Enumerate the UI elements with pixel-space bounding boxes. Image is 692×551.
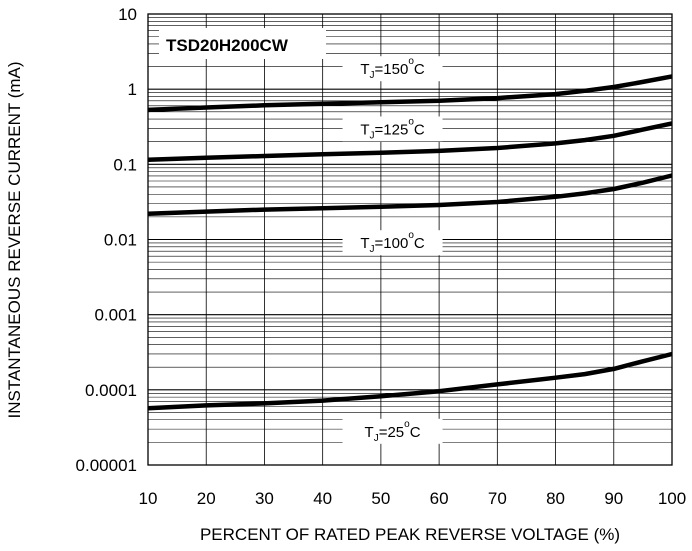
y-tick-label: 0.01: [104, 231, 137, 250]
curve-label: TJ=100oC: [360, 230, 425, 255]
curve-label-part: T: [360, 121, 369, 138]
curves: [147, 74, 673, 411]
x-tick-label: 100: [658, 489, 686, 508]
curve-label-part: T: [365, 424, 374, 441]
curve-label: TJ=125oC: [360, 116, 425, 141]
curve-label-part: o: [408, 230, 414, 241]
part-number-label: TSD20H200CW: [166, 36, 289, 55]
curve-label-part: J: [370, 70, 375, 81]
curve-label-part: =125: [375, 121, 409, 138]
y-tick-label: 0.1: [113, 155, 137, 174]
curve-label-part: o: [408, 56, 414, 67]
x-tick-label: 60: [430, 489, 449, 508]
curve-label-background: [342, 230, 443, 256]
y-tick-label: 0.0001: [85, 381, 137, 400]
curve-label-part: T: [360, 61, 369, 78]
y-tick-labels: 0.00001 0.0001 0.001 0.01 0.1 1 10: [76, 5, 137, 475]
x-tick-label: 30: [255, 489, 274, 508]
curve-label-part: J: [374, 433, 379, 444]
x-tick-label: 40: [313, 489, 332, 508]
x-axis-title: PERCENT OF RATED PEAK REVERSE VOLTAGE (%…: [200, 525, 620, 544]
y-tick-label: 10: [118, 5, 137, 24]
series-line: [147, 121, 673, 163]
curve-label-part: T: [360, 235, 369, 252]
x-tick-label: 20: [197, 489, 216, 508]
curve-label-part: J: [370, 244, 375, 255]
curve-label-part: C: [414, 61, 425, 78]
curve-label-part: C: [410, 424, 421, 441]
x-tick-label: 70: [488, 489, 507, 508]
curve-label-background: [342, 116, 443, 142]
curve-label: TJ=25oC: [365, 419, 421, 444]
series-line: [147, 351, 673, 411]
y-tick-label: 0.00001: [76, 456, 137, 475]
curve-label-background: [342, 418, 443, 444]
x-tick-label: 50: [371, 489, 390, 508]
curve-label: TJ=150oC: [360, 56, 425, 81]
x-tick-labels: 10 20 30 40 50 60 70 80 90 100: [139, 489, 687, 508]
curve-label-part: C: [414, 121, 425, 138]
part-label-box: TSD20H200CW: [159, 28, 326, 59]
x-tick-label: 90: [604, 489, 623, 508]
series-line: [147, 74, 673, 113]
y-axis-title: INSTANTANEOUS REVERSE CURRENT (mA): [5, 61, 24, 418]
y-tick-label: 1: [128, 80, 137, 99]
curve-label-part: =150: [375, 61, 409, 78]
curve-label-background: [342, 56, 443, 82]
series-line: [147, 173, 673, 217]
plot-frame: [147, 13, 673, 466]
curve-label-part: =25: [379, 424, 404, 441]
curve-label-part: C: [414, 235, 425, 252]
curve-label-part: o: [404, 419, 410, 430]
x-tick-label: 80: [546, 489, 565, 508]
curve-label-part: =100: [375, 235, 409, 252]
y-tick-label: 0.001: [94, 306, 137, 325]
x-tick-label: 10: [139, 489, 158, 508]
curve-label-part: J: [370, 130, 375, 141]
curve-label-part: o: [408, 116, 414, 127]
